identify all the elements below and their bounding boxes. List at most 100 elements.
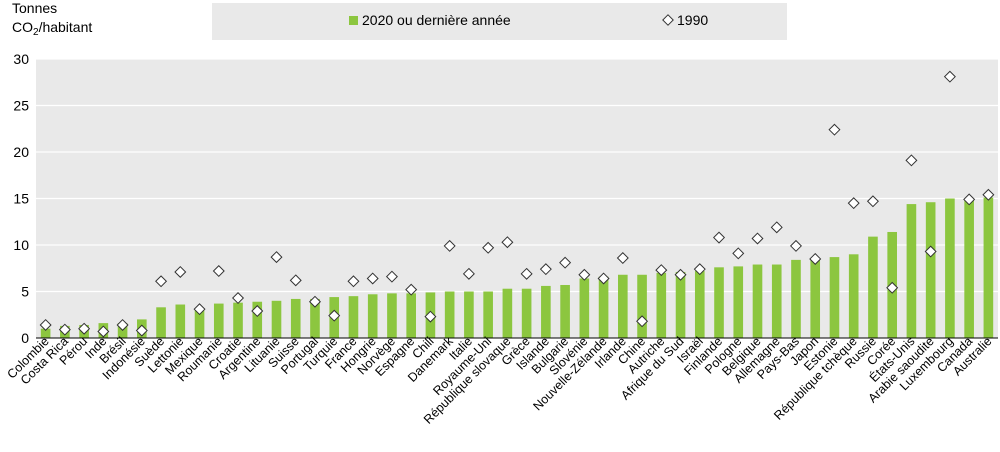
bar xyxy=(848,254,859,338)
marker-1990 xyxy=(328,309,341,322)
unit-label-rest: /habitant xyxy=(39,19,93,35)
bar xyxy=(771,264,782,338)
bar xyxy=(156,307,166,338)
bar xyxy=(252,301,263,338)
bar xyxy=(406,293,416,338)
bar xyxy=(175,304,186,338)
marker-1990 xyxy=(982,188,995,201)
marker-1990 xyxy=(193,303,206,316)
y-axis-ticks: 0 5 10 15 20 25 30 xyxy=(13,51,29,346)
bar xyxy=(733,266,744,338)
bar xyxy=(194,310,205,338)
unit-label-main: CO xyxy=(12,19,33,35)
marker-1990 xyxy=(809,252,822,265)
marker-1990 xyxy=(674,268,687,281)
bar xyxy=(694,271,705,338)
marker-1990 xyxy=(232,292,245,305)
marker-1990 xyxy=(58,323,71,336)
legend-series-2020: 2020 ou dernière année xyxy=(362,12,511,28)
marker-1990 xyxy=(847,197,860,210)
bar xyxy=(387,293,397,338)
marker-1990 xyxy=(424,310,437,323)
y-tick-label: 30 xyxy=(13,51,29,67)
bar xyxy=(483,291,493,338)
bar xyxy=(868,236,878,338)
marker-1990 xyxy=(174,265,187,278)
marker-1990 xyxy=(251,305,264,318)
bar xyxy=(40,328,51,338)
unit-label-line1: Tonnes xyxy=(12,0,57,16)
marker-1990 xyxy=(732,247,745,260)
marker-1990 xyxy=(559,256,572,269)
marker-1990 xyxy=(155,275,168,288)
markers xyxy=(39,70,995,338)
bar xyxy=(310,298,320,338)
marker-1990 xyxy=(886,281,899,294)
marker-1990 xyxy=(270,251,283,264)
marker-1990 xyxy=(866,195,879,208)
marker-1990 xyxy=(693,263,706,276)
marker-1990 xyxy=(385,270,398,283)
marker-1990 xyxy=(462,267,475,280)
bar xyxy=(637,274,647,338)
bar xyxy=(464,291,474,338)
marker-1990 xyxy=(539,263,552,276)
bar xyxy=(964,199,974,338)
marker-1990 xyxy=(963,193,976,206)
marker-1990 xyxy=(116,318,129,331)
marker-1990 xyxy=(212,265,225,278)
legend-diamond-icon xyxy=(662,14,674,26)
y-tick-label: 20 xyxy=(13,144,29,160)
legend-bar-swatch xyxy=(349,16,358,25)
bar xyxy=(810,258,821,338)
marker-1990 xyxy=(97,325,110,338)
bar xyxy=(675,271,686,338)
marker-1990 xyxy=(578,268,591,281)
marker-1990 xyxy=(520,267,533,280)
marker-1990 xyxy=(616,252,629,265)
bar xyxy=(714,267,724,338)
bar xyxy=(271,300,282,338)
legend-series-1990: 1990 xyxy=(677,12,709,28)
marker-1990 xyxy=(135,324,148,337)
marker-1990 xyxy=(405,283,418,296)
bar xyxy=(213,303,224,338)
bar xyxy=(925,202,936,338)
bar xyxy=(290,298,301,338)
marker-1990 xyxy=(828,123,841,136)
marker-1990 xyxy=(347,275,360,288)
marker-1990 xyxy=(636,315,649,328)
bar xyxy=(233,302,243,338)
bar xyxy=(752,264,763,338)
unit-label-line2: CO2/habitant xyxy=(12,19,92,38)
marker-1990 xyxy=(308,295,321,308)
bar xyxy=(791,259,801,338)
unit-label-sub: 2 xyxy=(33,27,39,38)
bar xyxy=(983,197,994,338)
bars xyxy=(40,197,994,338)
legend: 2020 ou dernière année 1990 xyxy=(212,3,787,40)
bar xyxy=(906,204,917,338)
marker-1990 xyxy=(770,221,783,234)
marker-1990 xyxy=(289,274,302,287)
marker-1990 xyxy=(366,272,379,285)
bar xyxy=(502,288,513,338)
marker-1990 xyxy=(905,154,918,167)
bar xyxy=(521,288,532,338)
marker-1990 xyxy=(943,70,956,83)
bar xyxy=(945,198,955,338)
bar xyxy=(829,257,840,338)
marker-1990 xyxy=(78,322,91,335)
marker-1990 xyxy=(501,236,514,249)
bar xyxy=(348,296,359,338)
bar xyxy=(579,278,590,338)
marker-1990 xyxy=(597,272,610,285)
bar xyxy=(367,294,378,338)
bar xyxy=(598,276,609,338)
y-tick-label: 0 xyxy=(21,330,29,346)
bar xyxy=(656,272,667,338)
y-tick-label: 5 xyxy=(21,284,29,300)
marker-1990 xyxy=(482,241,495,254)
